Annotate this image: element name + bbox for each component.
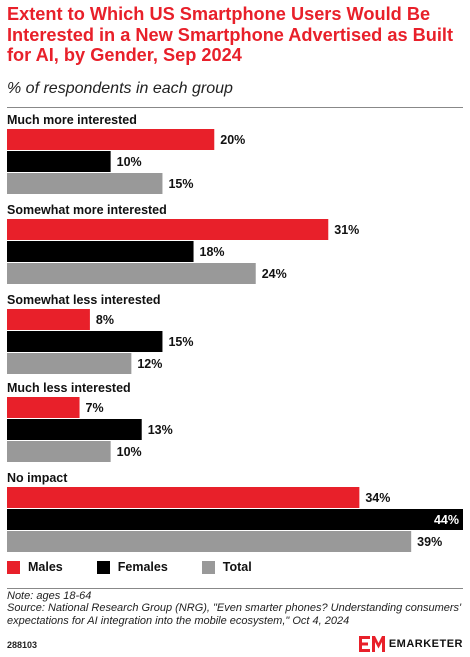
- value-label-females-somewhat-less-interested: 15%: [168, 335, 193, 349]
- bar-females-much-less-interested: [7, 419, 142, 440]
- value-label-total-much-more-interested: 15%: [168, 177, 193, 191]
- value-label-total-somewhat-less-interested: 12%: [137, 357, 162, 371]
- bar-males-somewhat-more-interested: [7, 219, 329, 240]
- category-label-much-more-interested: Much more interested: [7, 113, 137, 127]
- bar-males-somewhat-less-interested: [7, 309, 90, 330]
- value-label-males-somewhat-less-interested: 8%: [96, 313, 114, 327]
- category-label-no-impact: No impact: [7, 471, 68, 485]
- legend-item-total: Total: [201, 560, 252, 574]
- chart-source: Source: National Research Group (NRG), "…: [7, 602, 462, 627]
- chart-id: 288103: [7, 640, 38, 650]
- bar-females-no-impact: [7, 509, 463, 530]
- legend-label-total: Total: [222, 560, 252, 574]
- value-label-females-somewhat-more-interested: 18%: [200, 245, 225, 259]
- top-divider: [7, 107, 463, 108]
- value-label-total-no-impact: 39%: [417, 535, 442, 549]
- chart-title: Extent to Which US Smartphone Users Woul…: [7, 4, 454, 65]
- legend-swatch-males: [7, 560, 20, 574]
- category-label-somewhat-more-interested: Somewhat more interested: [7, 203, 167, 217]
- legend-label-females: Females: [117, 560, 168, 574]
- value-label-females-much-more-interested: 10%: [117, 155, 142, 169]
- chart-note: Note: ages 18-64: [7, 590, 92, 602]
- bar-males-no-impact: [7, 487, 360, 508]
- category-label-much-less-interested: Much less interested: [7, 381, 131, 395]
- value-label-total-somewhat-more-interested: 24%: [262, 267, 287, 281]
- emarketer-logo-icon: [358, 636, 385, 652]
- value-label-males-much-less-interested: 7%: [86, 401, 104, 415]
- bar-females-somewhat-more-interested: [7, 241, 194, 262]
- value-label-females-no-impact: 44%: [434, 513, 459, 527]
- bar-total-somewhat-less-interested: [7, 353, 132, 374]
- category-label-somewhat-less-interested: Somewhat less interested: [7, 293, 161, 307]
- value-label-total-much-less-interested: 10%: [117, 445, 142, 459]
- value-label-males-somewhat-more-interested: 31%: [334, 223, 359, 237]
- value-label-males-no-impact: 34%: [365, 491, 390, 505]
- chart-subtitle: % of respondents in each group: [7, 80, 233, 97]
- bar-males-much-more-interested: [7, 129, 215, 150]
- bar-males-much-less-interested: [7, 397, 80, 418]
- value-label-females-much-less-interested: 13%: [148, 423, 173, 437]
- legend-swatch-females: [96, 560, 110, 574]
- bar-total-no-impact: [7, 531, 412, 552]
- bottom-divider: [7, 588, 463, 589]
- bar-total-somewhat-more-interested: [7, 263, 256, 284]
- bar-females-somewhat-less-interested: [7, 331, 163, 352]
- legend-item-males: Males: [7, 560, 63, 574]
- brand: EMARKETER: [358, 636, 463, 652]
- bar-total-much-more-interested: [7, 173, 163, 194]
- brand-name: EMARKETER: [388, 638, 463, 650]
- legend: Males Females Total: [7, 560, 286, 574]
- bar-females-much-more-interested: [7, 151, 111, 172]
- value-label-males-much-more-interested: 20%: [220, 133, 245, 147]
- legend-item-females: Females: [96, 560, 168, 574]
- bar-total-much-less-interested: [7, 441, 111, 462]
- legend-label-males: Males: [28, 560, 63, 574]
- legend-swatch-total: [201, 560, 215, 574]
